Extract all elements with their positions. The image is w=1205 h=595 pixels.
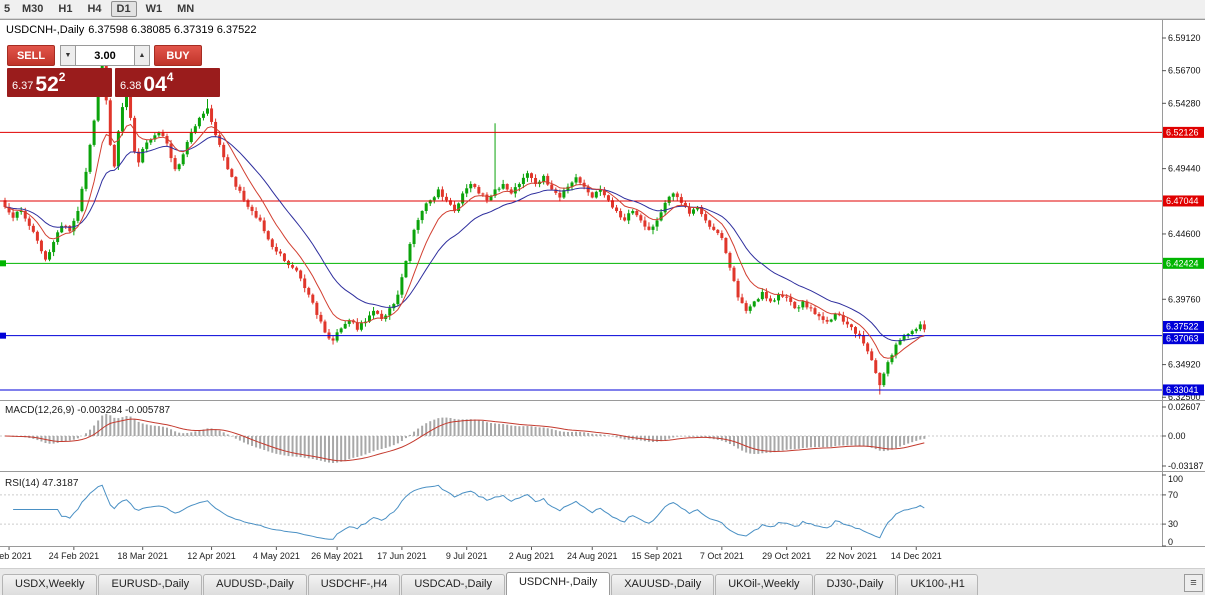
svg-text:6.52126: 6.52126: [1166, 127, 1199, 137]
tab-usdchf-h4[interactable]: USDCHF-,H4: [307, 574, 401, 595]
buy-price-display[interactable]: 6.38 04 4: [115, 68, 220, 97]
period-button-mn[interactable]: MN: [171, 1, 200, 17]
svg-text:18 Mar 2021: 18 Mar 2021: [117, 551, 168, 561]
svg-text:6.44600: 6.44600: [1168, 229, 1201, 239]
svg-text:6.59120: 6.59120: [1168, 33, 1201, 43]
svg-text:22 Nov 2021: 22 Nov 2021: [826, 551, 877, 561]
period-button-h4[interactable]: H4: [81, 1, 107, 17]
svg-text:24 Feb 2021: 24 Feb 2021: [49, 551, 100, 561]
svg-text:0.02607: 0.02607: [1168, 402, 1201, 412]
tab-uk100-h1[interactable]: UK100-,H1: [897, 574, 978, 595]
sell-button[interactable]: SELL: [7, 45, 55, 66]
one-click-trading-panel: SELL ▼ ▲ BUY 6.37 52 2 6.38 04 4: [7, 45, 223, 97]
svg-text:100: 100: [1168, 474, 1183, 484]
candlestick-chart[interactable]: 6.59120 6.56700 6.54280 6.49440 6.44600 6.397…: [0, 19, 1205, 568]
window-list-button[interactable]: ≡: [1184, 574, 1203, 592]
svg-text:6.34920: 6.34920: [1168, 360, 1201, 370]
buy-price-frac: 4: [166, 70, 174, 84]
rsi-pane: [0, 484, 1162, 540]
main-pane: [0, 53, 1162, 395]
svg-text:29 Oct 2021: 29 Oct 2021: [762, 551, 811, 561]
svg-text:12 Apr 2021: 12 Apr 2021: [187, 551, 236, 561]
trade-controls-row: SELL ▼ ▲ BUY: [7, 45, 223, 66]
chart-tab-bar: USDX,Weekly EURUSD-,Daily AUDUSD-,Daily …: [0, 568, 1205, 595]
macd-pane: [0, 413, 1162, 463]
period-button-m30[interactable]: M30: [16, 1, 49, 17]
svg-text:4 May 2021: 4 May 2021: [253, 551, 300, 561]
svg-text:6.47044: 6.47044: [1166, 196, 1199, 206]
svg-text:2 Feb 2021: 2 Feb 2021: [0, 551, 32, 561]
chart-symbol-period: USDCNH-,Daily: [6, 24, 85, 36]
tab-ukoil-weekly[interactable]: UKOil-,Weekly: [715, 574, 813, 595]
svg-text:0.00: 0.00: [1168, 431, 1186, 441]
svg-text:6.42424: 6.42424: [1166, 258, 1199, 268]
buy-price-prefix: 6.38: [120, 80, 142, 92]
svg-text:-0.03187: -0.03187: [1168, 461, 1204, 471]
sell-price-prefix: 6.37: [12, 80, 34, 92]
svg-text:9 Jul 2021: 9 Jul 2021: [446, 551, 488, 561]
macd-indicator-label: MACD(12,26,9) -0.003284 -0.005787: [5, 405, 171, 416]
caret-up-icon: ▲: [138, 52, 146, 59]
svg-text:6.37063: 6.37063: [1166, 334, 1199, 344]
svg-text:24 Aug 2021: 24 Aug 2021: [567, 551, 618, 561]
svg-text:6.39760: 6.39760: [1168, 294, 1201, 304]
svg-text:6.33041: 6.33041: [1166, 385, 1199, 395]
tab-eurusd-daily[interactable]: EURUSD-,Daily: [98, 574, 203, 595]
volume-decrease-button[interactable]: ▼: [60, 45, 75, 66]
period-toolbar: 5 M30 H1 H4 D1 W1 MN: [0, 0, 1205, 19]
window-list-icon: ≡: [1190, 577, 1197, 589]
volume-input[interactable]: [75, 45, 135, 66]
sell-price-pips: 52: [35, 73, 59, 96]
svg-text:6.56700: 6.56700: [1168, 66, 1201, 76]
svg-text:0: 0: [1168, 537, 1173, 547]
tab-xauusd-daily[interactable]: XAUUSD-,Daily: [611, 574, 715, 595]
chart-window: 6.59120 6.56700 6.54280 6.49440 6.44600 6.397…: [0, 19, 1205, 568]
svg-text:26 May 2021: 26 May 2021: [311, 551, 363, 561]
tab-usdx-weekly[interactable]: USDX,Weekly: [2, 574, 98, 595]
tab-dj30-daily[interactable]: DJ30-,Daily: [813, 574, 897, 595]
sell-price-frac: 2: [58, 70, 66, 84]
svg-text:6.54280: 6.54280: [1168, 98, 1201, 108]
svg-text:6.49440: 6.49440: [1168, 164, 1201, 174]
price-scale: 6.59120 6.56700 6.54280 6.49440 6.44600 6.397…: [1162, 33, 1204, 547]
volume-increase-button[interactable]: ▲: [135, 45, 150, 66]
tab-usdcnh-daily[interactable]: USDCNH-,Daily: [505, 572, 611, 595]
svg-text:15 Sep 2021: 15 Sep 2021: [632, 551, 683, 561]
tab-usdcad-daily[interactable]: USDCAD-,Daily: [401, 574, 505, 595]
svg-text:14 Dec 2021: 14 Dec 2021: [891, 551, 942, 561]
chart-frame: [0, 19, 1205, 547]
period-button-d1[interactable]: D1: [110, 1, 137, 17]
caret-down-icon: ▼: [64, 52, 72, 59]
buy-price-pips: 04: [143, 73, 167, 96]
tab-audusd-daily[interactable]: AUDUSD-,Daily: [203, 574, 307, 595]
chart-title: USDCNH-,Daily 6.37598 6.38085 6.37319 6.3…: [6, 24, 256, 36]
svg-text:17 Jun 2021: 17 Jun 2021: [377, 551, 427, 561]
svg-text:2 Aug 2021: 2 Aug 2021: [509, 551, 555, 561]
period-button-w1[interactable]: W1: [140, 1, 169, 17]
date-axis: 2 Feb 2021 24 Feb 2021 18 Mar 2021 12 Apr 2…: [0, 547, 942, 561]
period-button-h1[interactable]: H1: [52, 1, 78, 17]
rsi-indicator-label: RSI(14) 47.3187: [5, 478, 79, 489]
svg-text:70: 70: [1168, 490, 1178, 500]
sell-price-display[interactable]: 6.37 52 2: [7, 68, 112, 97]
svg-text:7 Oct 2021: 7 Oct 2021: [700, 551, 744, 561]
svg-text:6.37522: 6.37522: [1166, 321, 1199, 331]
svg-text:30: 30: [1168, 519, 1178, 529]
chart-ohlc-values: 6.37598 6.38085 6.37319 6.37522: [88, 24, 257, 36]
period-button-m15[interactable]: 5: [1, 1, 13, 17]
trade-quotes-row: 6.37 52 2 6.38 04 4: [7, 68, 223, 97]
svg-text:6.32500: 6.32500: [1168, 392, 1201, 402]
buy-button[interactable]: BUY: [154, 45, 202, 66]
